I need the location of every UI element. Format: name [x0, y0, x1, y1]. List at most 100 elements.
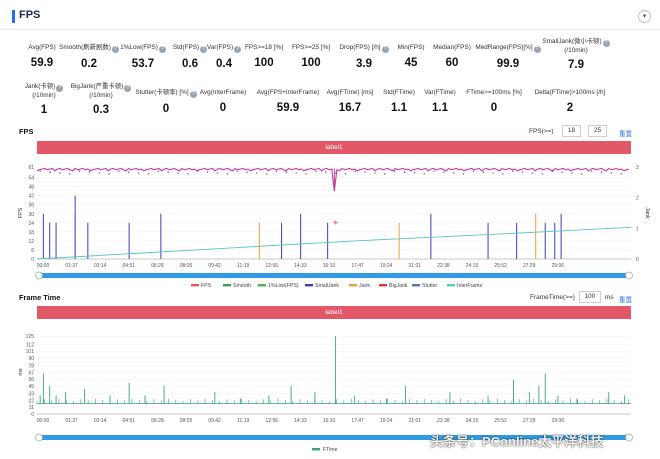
- smalljank-point: [571, 172, 573, 174]
- smalljank-point: [492, 172, 494, 174]
- ftime-threshold-input[interactable]: 100: [579, 291, 601, 303]
- smalljank-point: [246, 171, 248, 173]
- stat-label: FTime>=100ms [%]: [466, 89, 522, 96]
- fps-reset-button[interactable]: 重置: [619, 131, 632, 138]
- stat-label: Delta(FTime)>100ms [/h]: [534, 89, 606, 96]
- y-tick-label: 36: [28, 203, 34, 209]
- legend-label: FTime: [323, 447, 338, 453]
- x-tick-label: 24:15: [466, 263, 479, 269]
- legend-swatch: [312, 448, 320, 451]
- smalljank-point: [49, 171, 51, 173]
- y-tick-label: 30: [28, 212, 34, 218]
- fps-threshold-label: FPS(>=): [529, 128, 554, 135]
- legend-swatch: [258, 284, 266, 287]
- stat-label: Avg(FPS): [28, 44, 56, 51]
- y-tick-label: 6: [31, 248, 34, 254]
- y2-tick-label: 3: [636, 165, 639, 171]
- stat-label: FPS>=18 [%]: [244, 44, 283, 51]
- slider-handle-right: [625, 271, 633, 280]
- stat-value: 1.1: [432, 102, 448, 114]
- smalljank-point: [453, 172, 455, 174]
- stat-value: 45: [404, 57, 418, 69]
- smalljank-point: [620, 173, 622, 175]
- help-icon[interactable]: ?: [200, 46, 208, 53]
- y-tick-label: 125: [26, 334, 35, 340]
- legend-swatch: [412, 284, 420, 287]
- x-tick-label: 29:06: [552, 263, 565, 269]
- stat-label: FPS>=25 [%]: [291, 44, 330, 51]
- help-icon[interactable]: ?: [111, 46, 119, 53]
- smalljank-point: [128, 171, 130, 173]
- x-tick-label: 00:00: [37, 418, 50, 424]
- stat-stats_row2-7: Var(FTime) 1.1: [400, 89, 480, 115]
- section-title: FPS: [19, 9, 41, 21]
- help-icon[interactable]: ?: [158, 46, 166, 53]
- y-tick-label: 45: [28, 384, 34, 390]
- y-tick-label: 67: [28, 370, 34, 376]
- legend-swatch: [191, 284, 199, 287]
- x-tick-label: 09:42: [208, 418, 221, 424]
- x-tick-label: 01:37: [65, 263, 78, 269]
- stat-stats_row2-3: Avg(InterFrame) 0: [183, 89, 263, 115]
- smalljank-point: [118, 170, 120, 172]
- help-icon[interactable]: ?: [381, 46, 389, 53]
- stat-value: 0: [162, 103, 170, 115]
- help-icon[interactable]: ?: [602, 40, 610, 47]
- fps-threshold-input-1[interactable]: 18: [562, 125, 581, 137]
- x-tick-label: 29:06: [552, 418, 565, 424]
- stat-value: 0.2: [81, 58, 97, 70]
- x-tick-label: 25:52: [494, 263, 507, 269]
- smalljank-point: [147, 173, 150, 175]
- stat-value: 0.3: [93, 104, 109, 116]
- ftime-reset-button[interactable]: 重置: [619, 297, 632, 304]
- help-icon[interactable]: ?: [189, 91, 197, 98]
- stat-value: 100: [254, 57, 274, 69]
- stat-label: Min(FPS): [397, 44, 425, 51]
- stat-stats_row1-4: Var(FPS)? 0.4: [184, 44, 264, 71]
- stat-stats_row2-4: Avg(FPS+InterFrame) 59.9: [248, 89, 328, 115]
- watermark-text: 头条号：PConline太平洋科技: [430, 434, 604, 449]
- stat-stats_row1-6: FPS>=25 [%] 100: [271, 44, 351, 70]
- smalljank-point: [226, 173, 228, 175]
- smalljank-point: [433, 170, 435, 172]
- help-icon[interactable]: ?: [56, 85, 64, 92]
- legend-label: Jank: [359, 283, 370, 289]
- x-tick-label: 12:56: [266, 263, 279, 269]
- help-icon[interactable]: ?: [124, 85, 132, 92]
- y2-tick-label: 0: [636, 257, 639, 263]
- stat-stats_row1-0: Avg(FPS) 59.9: [2, 44, 82, 70]
- stat-label: Drop(FPS) [/h]?: [324, 44, 404, 53]
- y-tick-label: 56: [28, 377, 34, 383]
- fps-section-header: FPS ▾: [0, 0, 660, 30]
- chevron-down-icon[interactable]: ▾: [638, 10, 651, 23]
- smalljank-point: [98, 172, 100, 174]
- smalljank-point: [177, 172, 179, 174]
- fps-threshold-input-2[interactable]: 25: [588, 125, 607, 137]
- y-tick-label: 18: [28, 230, 34, 236]
- y2-axis-label: Jank: [644, 207, 650, 219]
- x-tick-label: 14:33: [294, 418, 307, 424]
- x-tick-label: 22:38: [437, 418, 450, 424]
- smalljank-point: [403, 171, 406, 173]
- stat-stats_row1-11: SmallJank(微小卡顿)? (/10min) 7.9: [536, 38, 616, 72]
- ftime-chart-header: Frame Time FrameTime(>=) 100 ms 重置: [0, 291, 660, 307]
- x-tick-label: 04:51: [123, 263, 136, 269]
- help-icon[interactable]: ?: [234, 46, 242, 53]
- x-tick-label: 19:24: [380, 418, 393, 424]
- help-icon[interactable]: ?: [533, 46, 541, 53]
- y-tick-label: 12: [28, 239, 34, 245]
- y-tick-label: 0: [31, 257, 34, 263]
- y-tick-label: 48: [28, 185, 34, 191]
- slider-handle-left: [35, 433, 43, 442]
- legend-swatch: [305, 284, 313, 287]
- stat-label: Avg(FPS+InterFrame): [256, 89, 320, 96]
- smalljank-point: [167, 171, 169, 173]
- smalljank-point: [206, 171, 209, 173]
- x-tick-label: 19:24: [380, 263, 393, 269]
- x-tick-label: 06:28: [151, 263, 164, 269]
- stat-stats_row2-0: Jank(卡顿)? (/10min) 1: [4, 83, 84, 117]
- y2-tick-label: 1: [636, 226, 639, 232]
- fps-chart-title: FPS: [19, 127, 34, 136]
- y-tick-label: 54: [28, 176, 34, 182]
- smalljank-point: [305, 173, 307, 175]
